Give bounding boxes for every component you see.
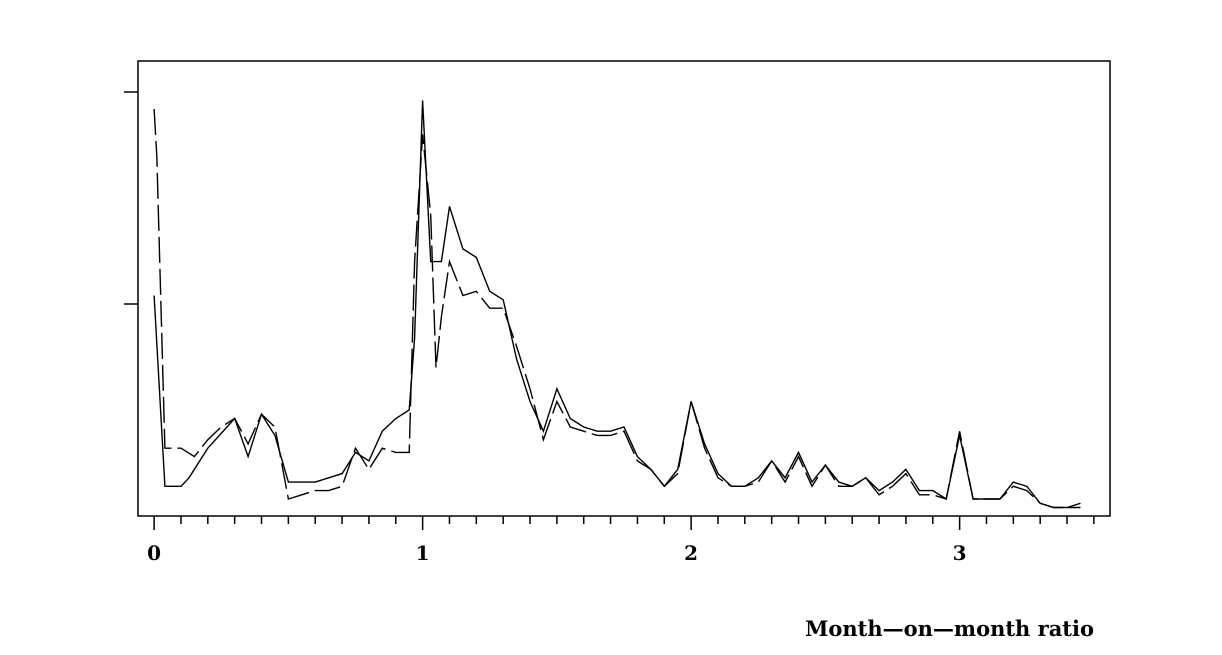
- series-line-dashed: [153, 108, 1081, 509]
- x-tick-label: 2: [684, 541, 698, 565]
- series-lines: [153, 100, 1081, 509]
- x-tick-label: 0: [147, 541, 161, 565]
- plot-frame: [137, 60, 1111, 517]
- x-axis-tick-labels: 0 1 2 3: [147, 541, 966, 565]
- x-axis-title: Month—on—month ratio: [805, 616, 1094, 641]
- x-tick-label: 3: [953, 541, 967, 565]
- x-axis-ticks: [153, 516, 1095, 530]
- y-axis-ticks: [124, 91, 138, 305]
- x-tick-label: 1: [416, 541, 430, 565]
- series-line-solid: [153, 100, 1081, 509]
